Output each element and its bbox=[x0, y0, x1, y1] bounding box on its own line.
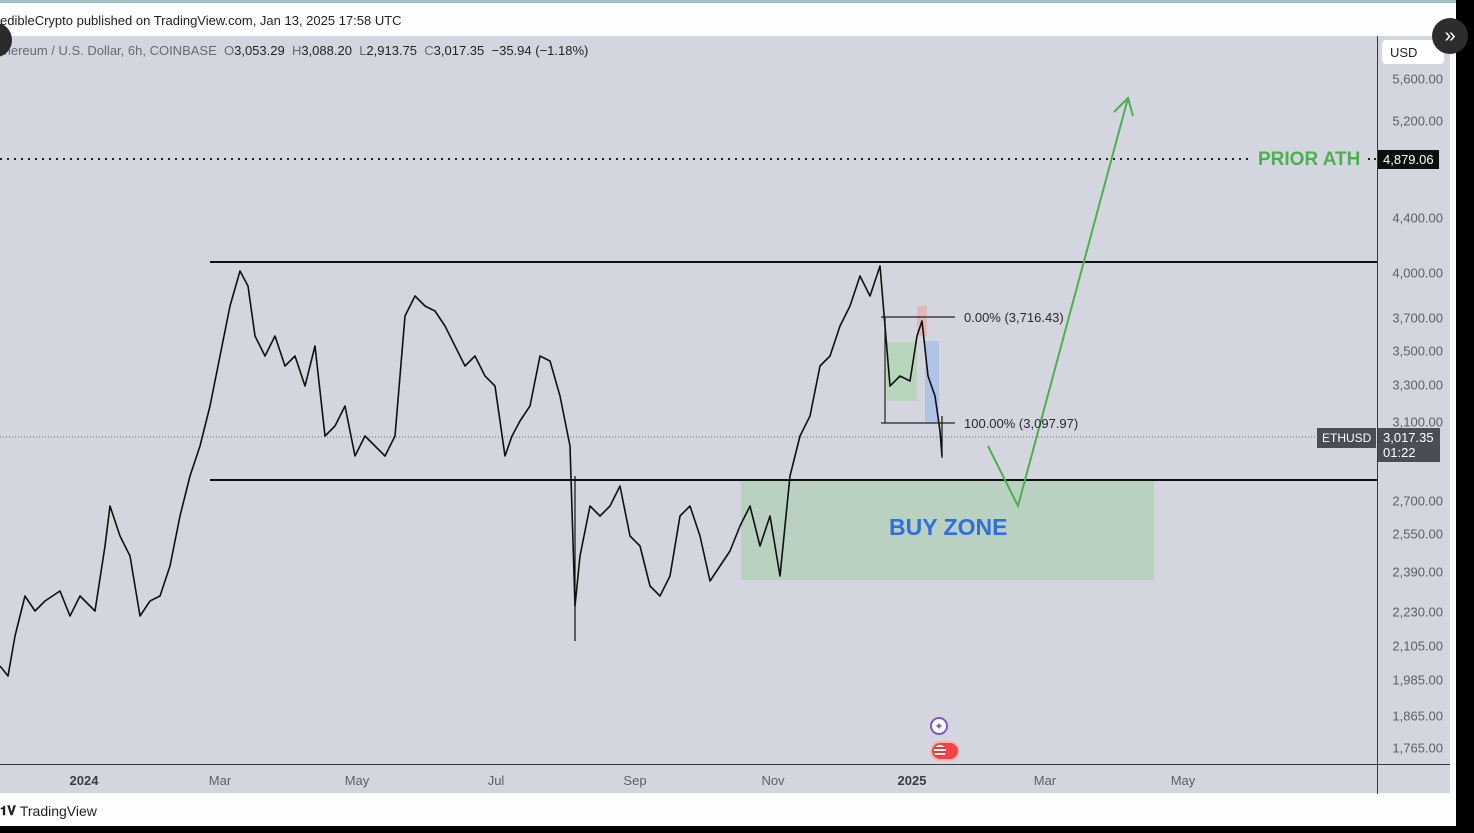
fib-100-label: 100.00% (3,097.97) bbox=[964, 416, 1079, 431]
change-value: −35.94 (−1.18%) bbox=[491, 43, 589, 58]
buy-zone-rect bbox=[741, 480, 1154, 580]
y-tick: 2,390.00 bbox=[1392, 564, 1443, 580]
x-tick: 2025 bbox=[897, 773, 927, 788]
symbol-label: thereum / U.S. Dollar, 6h, COINBASE bbox=[0, 43, 217, 58]
price-axis[interactable]: 5,600.00 5,200.00 4,400.00 4,000.00 3,70… bbox=[1377, 36, 1451, 793]
us-flag-event-icon[interactable] bbox=[930, 741, 960, 761]
x-tick: Mar bbox=[208, 773, 232, 788]
tradingview-brand: TradingView bbox=[19, 803, 97, 819]
y-tick: 1,865.00 bbox=[1392, 708, 1443, 724]
y-tick: 1,765.00 bbox=[1392, 740, 1443, 756]
x-tick: Jul bbox=[487, 773, 505, 788]
buy-zone-label: BUY ZONE bbox=[889, 514, 1008, 540]
low-prefix: L bbox=[359, 43, 367, 58]
chart-area[interactable]: thereum / U.S. Dollar, 6h, COINBASE O3,0… bbox=[0, 36, 1451, 794]
y-tick: 2,230.00 bbox=[1392, 604, 1443, 620]
open-prefix: O bbox=[223, 43, 235, 58]
high-prefix: H bbox=[291, 43, 302, 58]
time-axis[interactable]: 2024 Mar May Jul Sep Nov 2025 Mar May bbox=[0, 764, 1450, 794]
symbol-tag: ETHUSD bbox=[1317, 428, 1377, 448]
last-price-value: 3,017.35 bbox=[1383, 430, 1434, 445]
nav-left-button[interactable] bbox=[0, 23, 12, 57]
axis-corner-divider bbox=[1377, 765, 1378, 794]
y-tick: 4,000.00 bbox=[1392, 265, 1443, 281]
open-value: 3,053.29 bbox=[234, 43, 285, 58]
low-value: 2,913.75 bbox=[366, 43, 418, 58]
projection-arrow bbox=[987, 97, 1129, 509]
y-tick: 1,985.00 bbox=[1392, 672, 1443, 688]
y-tick: 4,400.00 bbox=[1392, 210, 1443, 226]
bar-countdown: 01:22 bbox=[1383, 445, 1416, 460]
y-tick: 2,105.00 bbox=[1392, 638, 1443, 654]
close-prefix: C bbox=[424, 43, 434, 58]
tradingview-logo-icon: 𝟏𝐕 bbox=[0, 803, 16, 818]
ohlc-legend: thereum / U.S. Dollar, 6h, COINBASE O3,0… bbox=[0, 43, 588, 58]
last-price-tag: 3,017.35 01:22 bbox=[1378, 428, 1440, 462]
publisher-line: edibleCrypto published on TradingView.co… bbox=[0, 13, 402, 28]
y-tick: 2,700.00 bbox=[1392, 493, 1443, 509]
prior-ath-label: PRIOR ATH bbox=[1258, 149, 1361, 170]
y-tick: 5,600.00 bbox=[1392, 71, 1443, 87]
y-tick: 3,700.00 bbox=[1392, 310, 1443, 326]
x-tick: May bbox=[1170, 773, 1196, 788]
x-tick: Mar bbox=[1033, 773, 1057, 788]
x-tick: 2024 bbox=[69, 773, 99, 788]
x-tick: Sep bbox=[623, 773, 647, 788]
fib-0-label: 0.00% (3,716.43) bbox=[964, 310, 1064, 325]
chart-frame: edibleCrypto published on TradingView.co… bbox=[0, 0, 1456, 826]
high-value: 3,088.20 bbox=[301, 43, 352, 58]
y-tick: 2,550.00 bbox=[1392, 526, 1443, 542]
fib-green-box bbox=[886, 342, 917, 401]
ideas-star-icon[interactable]: ✦ bbox=[930, 717, 948, 735]
y-tick: 5,200.00 bbox=[1392, 113, 1443, 129]
price-series bbox=[0, 265, 943, 677]
y-tick: 3,300.00 bbox=[1392, 377, 1443, 393]
y-tick: 3,100.00 bbox=[1392, 414, 1443, 430]
y-tick: 3,500.00 bbox=[1392, 343, 1443, 359]
x-tick: Nov bbox=[761, 773, 785, 788]
ath-price-tag: 4,879.06 bbox=[1378, 150, 1439, 169]
price-plot[interactable]: thereum / U.S. Dollar, 6h, COINBASE O3,0… bbox=[0, 36, 1377, 764]
expand-chevron-icon[interactable]: » bbox=[1432, 18, 1468, 54]
x-tick: May bbox=[344, 773, 370, 788]
footer-branding: 𝟏𝐕 TradingView bbox=[0, 803, 97, 819]
chart-svg bbox=[0, 96, 1377, 677]
close-value: 3,017.35 bbox=[433, 43, 485, 58]
